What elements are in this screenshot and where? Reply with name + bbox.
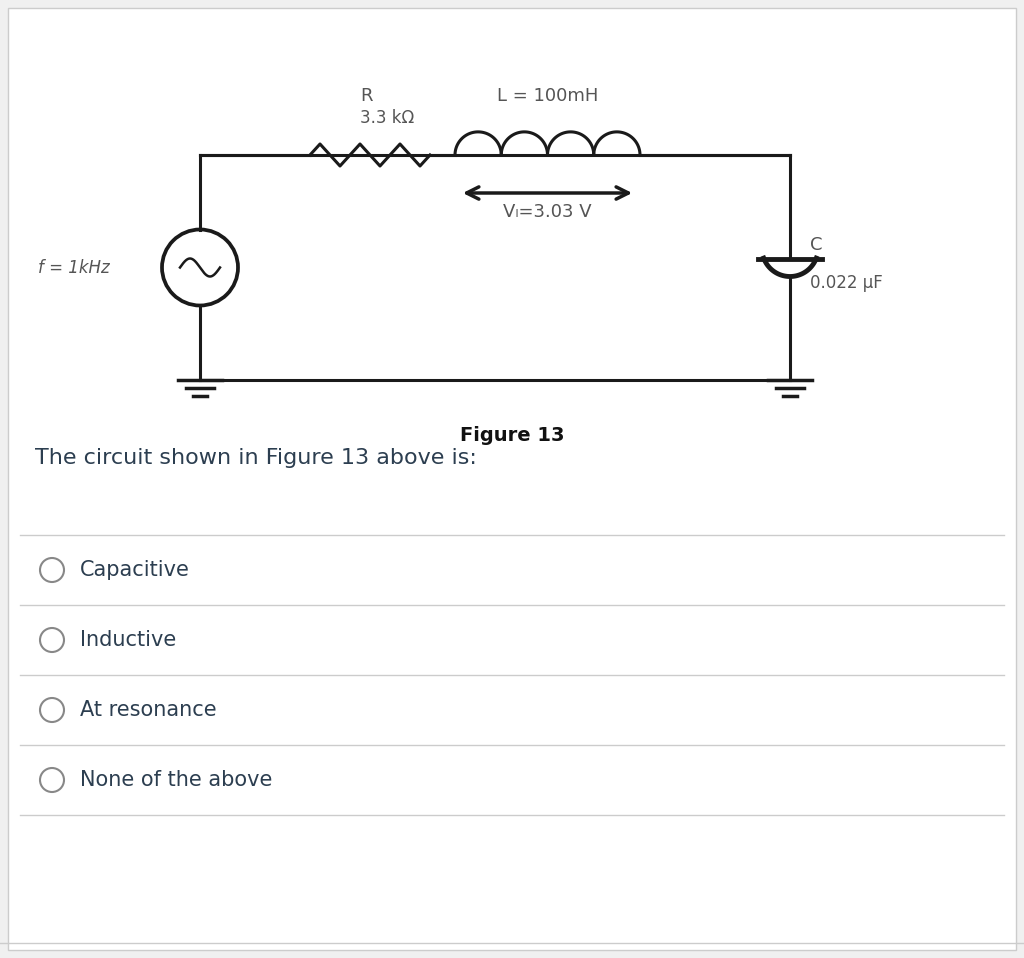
Text: 3.3 kΩ: 3.3 kΩ	[360, 109, 415, 127]
Text: Vₗ=3.03 V: Vₗ=3.03 V	[503, 203, 592, 221]
Text: f = 1kHz: f = 1kHz	[38, 259, 110, 277]
Text: Figure 13: Figure 13	[460, 425, 564, 445]
Text: L = 100mH: L = 100mH	[497, 87, 598, 105]
Text: At resonance: At resonance	[80, 700, 217, 720]
Text: 0.022 μF: 0.022 μF	[810, 273, 883, 291]
Text: Inductive: Inductive	[80, 630, 176, 650]
Text: The circuit shown in Figure 13 above is:: The circuit shown in Figure 13 above is:	[35, 448, 477, 468]
Text: C: C	[810, 236, 822, 254]
Text: Capacitive: Capacitive	[80, 560, 189, 580]
Text: None of the above: None of the above	[80, 770, 272, 790]
Text: R: R	[360, 87, 373, 105]
